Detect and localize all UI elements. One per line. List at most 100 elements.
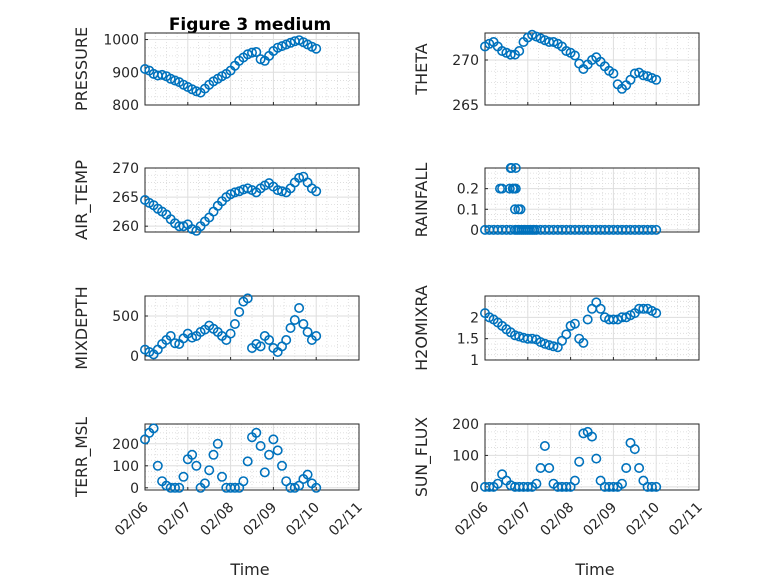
y-tick-label: 0	[130, 349, 139, 365]
panel-mixdepth: 0 500 MIXDEPTH	[72, 286, 360, 370]
data-point	[174, 482, 185, 493]
data-point	[574, 456, 585, 467]
x-tick-label: 02/10	[623, 500, 663, 540]
series-markers	[480, 163, 662, 235]
x-axis-label-left: Time	[229, 560, 269, 579]
data-point	[276, 186, 287, 197]
data-point	[569, 50, 580, 61]
data-point	[229, 187, 240, 198]
data-point	[242, 293, 253, 304]
data-point	[505, 49, 516, 60]
data-point	[225, 328, 236, 339]
data-point	[217, 471, 228, 482]
data-point	[170, 338, 181, 349]
data-point	[651, 481, 662, 492]
data-point	[285, 37, 296, 48]
y-tick-label: 270	[112, 161, 139, 177]
series-markers	[140, 35, 322, 98]
data-point	[178, 471, 189, 482]
y-tick-label: 100	[112, 459, 139, 475]
series-markers	[140, 423, 322, 493]
data-point	[539, 338, 550, 349]
series-markers	[140, 171, 322, 236]
data-point	[616, 478, 627, 489]
y-tick-label: 900	[112, 65, 139, 81]
data-point	[229, 318, 240, 329]
series-markers	[480, 29, 662, 94]
data-point	[157, 69, 168, 80]
panel-h2omixra: 1 1.5 2 H2OMIXRA	[412, 285, 700, 371]
y-tick-label: 0.1	[457, 202, 479, 218]
axes-box	[484, 32, 700, 106]
y-tick-label: 0	[130, 481, 139, 497]
y-axis-label: THETA	[412, 43, 431, 95]
data-point	[311, 43, 322, 54]
data-point	[634, 462, 645, 473]
y-axis-label: PRESSURE	[72, 27, 91, 111]
x-tick-label: 02/07	[495, 500, 535, 540]
data-point	[187, 332, 198, 343]
y-tick-label: 1000	[103, 33, 139, 49]
data-point	[191, 86, 202, 97]
x-tick-label: 02/09	[240, 500, 280, 540]
data-point	[651, 224, 662, 235]
y-tick-label: 0	[470, 480, 479, 496]
axes-box	[144, 423, 360, 491]
data-point	[234, 306, 245, 317]
series-markers	[480, 426, 662, 492]
data-point	[651, 74, 662, 85]
y-tick-label: 200	[452, 417, 479, 433]
data-point	[199, 478, 210, 489]
y-axis-label: MIXDEPTH	[72, 286, 91, 369]
panel-rainfall: 0 0.1 0.2 RAINFALL	[412, 163, 700, 239]
data-point	[510, 183, 521, 194]
x-tick-label: 02/11	[666, 500, 706, 540]
data-point	[281, 334, 292, 345]
data-point	[229, 482, 240, 493]
data-point	[268, 434, 279, 445]
data-point	[170, 482, 181, 493]
data-point	[165, 330, 176, 341]
data-point	[285, 322, 296, 333]
y-tick-label: 260	[112, 219, 139, 235]
data-point	[544, 462, 555, 473]
data-point	[251, 427, 262, 438]
panel-background	[145, 168, 359, 232]
panel-pressure: 800 900 1000 PRESSURE	[72, 27, 360, 114]
data-point	[272, 42, 283, 53]
data-point	[595, 303, 606, 314]
data-point	[255, 341, 266, 352]
data-point	[302, 469, 313, 480]
data-point	[298, 318, 309, 329]
axes-box	[144, 167, 360, 233]
data-point	[276, 460, 287, 471]
y-tick-label: 2	[470, 310, 479, 326]
data-point	[646, 224, 657, 235]
data-point	[140, 64, 151, 75]
series-markers	[140, 293, 322, 360]
axes-box	[484, 423, 700, 491]
y-tick-label: 1	[470, 353, 479, 369]
data-point	[311, 482, 322, 493]
data-point	[586, 431, 597, 442]
data-point	[591, 453, 602, 464]
panel-background	[485, 168, 699, 232]
data-point	[578, 428, 589, 439]
data-point	[522, 481, 533, 492]
data-point	[646, 481, 657, 492]
y-axis-label: AIR_TEMP	[72, 160, 92, 240]
data-point	[569, 475, 580, 486]
data-point	[255, 440, 266, 451]
y-tick-label: 265	[452, 98, 479, 114]
data-point	[242, 456, 253, 467]
data-point	[506, 163, 517, 174]
x-tick-label: 02/06	[112, 499, 152, 539]
x-tick-label: 02/09	[580, 500, 620, 540]
data-point	[294, 302, 305, 313]
y-tick-label: 100	[452, 448, 479, 464]
x-tick-label: 02/08	[198, 500, 238, 540]
data-point	[187, 449, 198, 460]
data-point	[289, 314, 300, 325]
panel-air_temp: 260 265 270 AIR_TEMP	[72, 160, 360, 240]
x-tick-label: 02/07	[155, 500, 195, 540]
